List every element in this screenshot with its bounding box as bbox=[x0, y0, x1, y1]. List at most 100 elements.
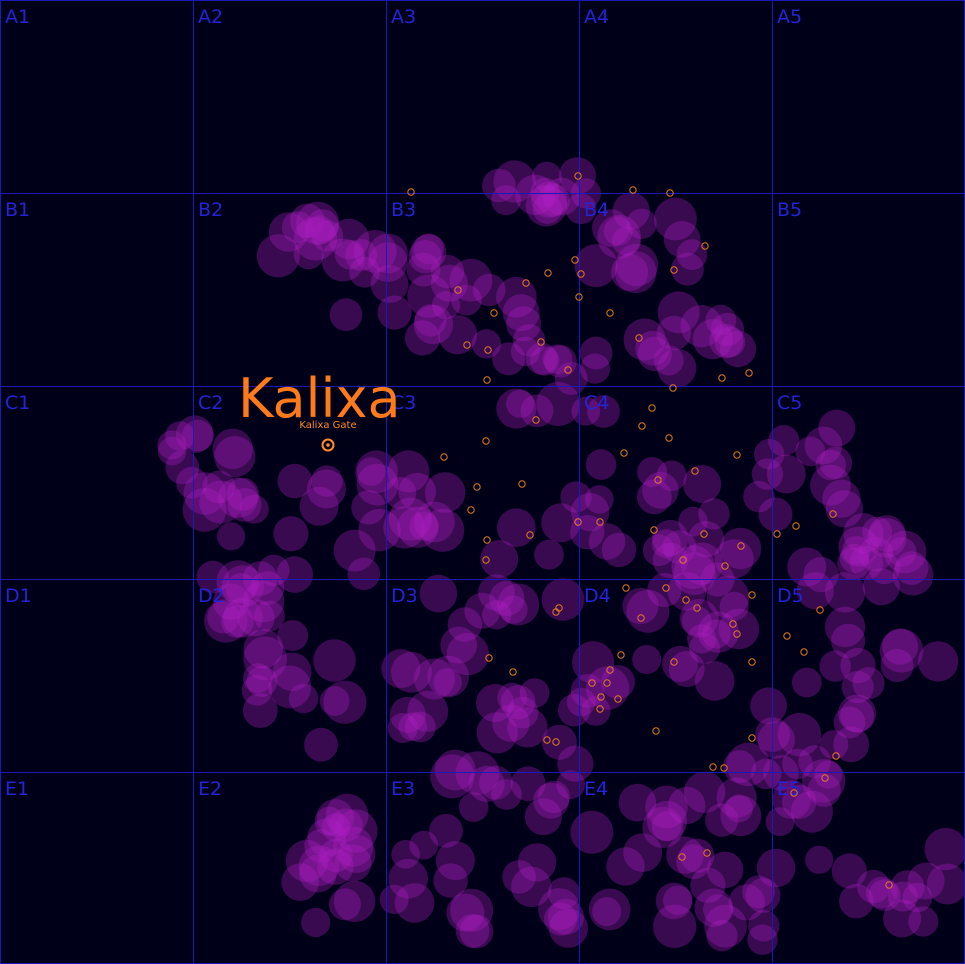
star-system-icon[interactable] bbox=[638, 422, 646, 430]
star-system-icon[interactable] bbox=[629, 186, 637, 194]
star-system-icon[interactable] bbox=[648, 404, 656, 412]
star-system-icon[interactable] bbox=[709, 763, 717, 771]
star-system-icon[interactable] bbox=[596, 518, 604, 526]
star-system-icon[interactable] bbox=[650, 526, 658, 534]
star-system-icon[interactable] bbox=[745, 369, 753, 377]
nebula-blob bbox=[384, 477, 417, 509]
star-system-icon[interactable] bbox=[473, 483, 481, 491]
star-system-icon[interactable] bbox=[885, 881, 893, 889]
star-system-icon[interactable] bbox=[832, 752, 840, 760]
star-system-icon[interactable] bbox=[652, 727, 660, 735]
star-system-icon[interactable] bbox=[733, 630, 741, 638]
star-system-icon[interactable] bbox=[482, 437, 490, 445]
star-system-icon[interactable] bbox=[537, 338, 545, 346]
star-system-icon[interactable] bbox=[596, 705, 604, 713]
star-system-icon[interactable] bbox=[603, 679, 611, 687]
star-system-icon[interactable] bbox=[509, 668, 517, 676]
star-system-icon[interactable] bbox=[454, 286, 462, 294]
star-system-icon[interactable] bbox=[614, 695, 622, 703]
star-system-icon[interactable] bbox=[654, 476, 662, 484]
star-system-icon[interactable] bbox=[678, 853, 686, 861]
nebula-blob bbox=[299, 486, 339, 526]
nebula-blob bbox=[719, 591, 749, 621]
star-system-icon[interactable] bbox=[783, 632, 791, 640]
star-system-icon[interactable] bbox=[564, 366, 572, 374]
star-system-icon[interactable] bbox=[552, 738, 560, 746]
star-system-icon[interactable] bbox=[721, 562, 729, 570]
star-system-icon[interactable] bbox=[518, 480, 526, 488]
star-system-icon[interactable] bbox=[718, 374, 726, 382]
star-system-icon[interactable] bbox=[574, 518, 582, 526]
star-system-icon[interactable] bbox=[526, 531, 534, 539]
star-system-icon[interactable] bbox=[691, 467, 699, 475]
star-system-icon[interactable] bbox=[571, 256, 579, 264]
star-system-icon[interactable] bbox=[637, 614, 645, 622]
star-system-icon[interactable] bbox=[490, 309, 498, 317]
star-system-icon[interactable] bbox=[790, 789, 798, 797]
star-system-icon[interactable] bbox=[577, 270, 585, 278]
star-system-icon[interactable] bbox=[816, 606, 824, 614]
grid-cell-label: E1 bbox=[5, 778, 29, 800]
star-system-icon[interactable] bbox=[829, 510, 837, 518]
star-system-icon[interactable] bbox=[733, 451, 741, 459]
star-system-icon[interactable] bbox=[485, 654, 493, 662]
star-system-icon[interactable] bbox=[701, 242, 709, 250]
star-system-icon[interactable] bbox=[669, 384, 677, 392]
star-system-icon[interactable] bbox=[748, 734, 756, 742]
star-system-icon[interactable] bbox=[792, 522, 800, 530]
star-system-icon[interactable] bbox=[665, 434, 673, 442]
star-system-icon[interactable] bbox=[543, 736, 551, 744]
star-system-icon[interactable] bbox=[748, 658, 756, 666]
nebula-blob bbox=[907, 862, 945, 900]
star-system-icon[interactable] bbox=[544, 269, 552, 277]
star-system-icon[interactable] bbox=[773, 530, 781, 538]
star-system-icon[interactable] bbox=[800, 648, 808, 656]
star-system-icon[interactable] bbox=[407, 188, 415, 196]
star-system-icon[interactable] bbox=[620, 449, 628, 457]
star-system-icon[interactable] bbox=[635, 334, 643, 342]
star-system-icon[interactable] bbox=[606, 309, 614, 317]
star-system-icon[interactable] bbox=[700, 530, 708, 538]
star-system-icon[interactable] bbox=[484, 346, 492, 354]
star-system-icon[interactable] bbox=[483, 536, 491, 544]
star-system-icon[interactable] bbox=[483, 376, 491, 384]
nebula-blob bbox=[890, 870, 925, 904]
star-system-icon[interactable] bbox=[617, 651, 625, 659]
star-system-icon[interactable] bbox=[588, 679, 596, 687]
star-system-icon[interactable] bbox=[729, 620, 737, 628]
star-system-icon[interactable] bbox=[532, 416, 540, 424]
nebula-blob bbox=[849, 546, 884, 580]
nebula-blob bbox=[642, 806, 684, 849]
nebula-blob bbox=[611, 253, 649, 291]
star-system-icon[interactable] bbox=[555, 604, 563, 612]
star-system-icon[interactable] bbox=[622, 584, 630, 592]
nebula-blob bbox=[587, 395, 620, 428]
star-system-icon[interactable] bbox=[670, 266, 678, 274]
nebula-blob bbox=[321, 813, 350, 842]
star-system-icon[interactable] bbox=[821, 774, 829, 782]
star-system-icon[interactable] bbox=[463, 341, 471, 349]
star-system-icon[interactable] bbox=[737, 542, 745, 550]
star-system-icon[interactable] bbox=[597, 693, 605, 701]
star-system-icon[interactable] bbox=[720, 764, 728, 772]
star-system-icon[interactable] bbox=[703, 849, 711, 857]
star-system-icon[interactable] bbox=[682, 596, 690, 604]
star-system-icon[interactable] bbox=[693, 604, 701, 612]
star-system-icon[interactable] bbox=[482, 556, 490, 564]
nebula-blob bbox=[544, 345, 577, 378]
star-system-icon[interactable] bbox=[670, 658, 678, 666]
star-system-icon[interactable] bbox=[440, 453, 448, 461]
star-system-icon[interactable] bbox=[748, 591, 756, 599]
gate-icon[interactable] bbox=[321, 438, 335, 452]
nebula-blob bbox=[680, 542, 724, 585]
star-system-icon[interactable] bbox=[575, 293, 583, 301]
star-system-icon[interactable] bbox=[467, 506, 475, 514]
star-system-icon[interactable] bbox=[679, 556, 687, 564]
star-system-icon[interactable] bbox=[666, 189, 674, 197]
star-system-icon[interactable] bbox=[606, 666, 614, 674]
star-system-icon[interactable] bbox=[574, 172, 582, 180]
star-system-icon[interactable] bbox=[522, 279, 530, 287]
star-system-icon[interactable] bbox=[662, 584, 670, 592]
